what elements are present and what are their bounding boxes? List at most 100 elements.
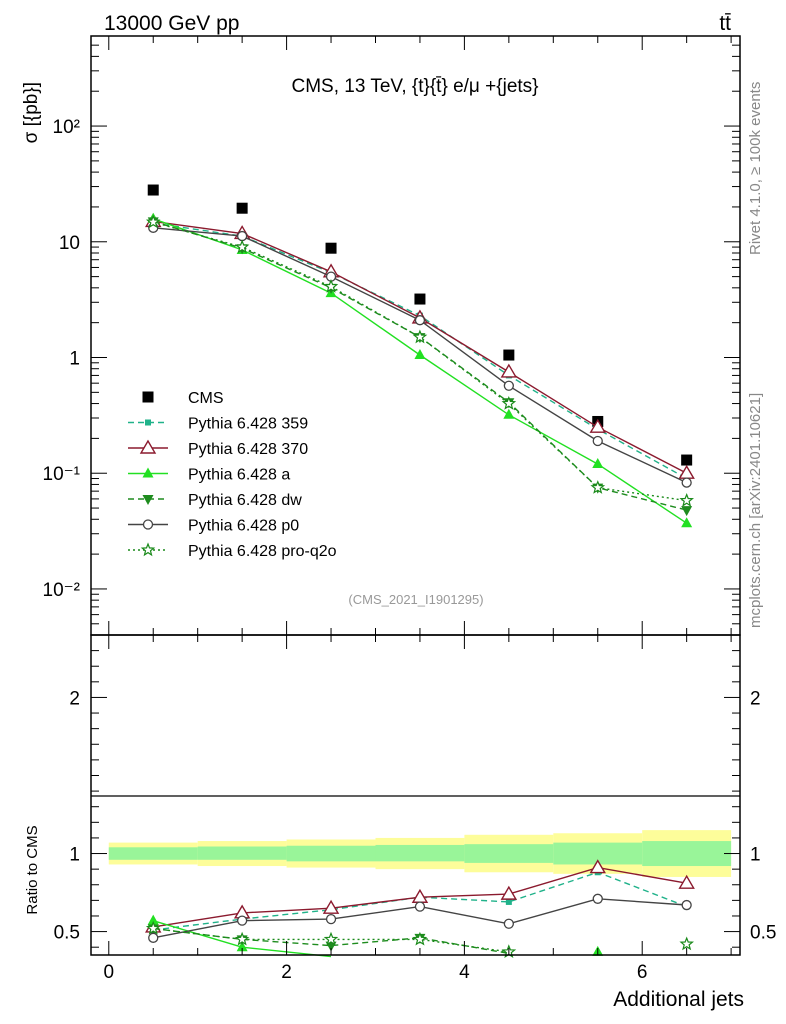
main-cms-point [236,202,248,214]
legend-pq2o-marker [140,542,156,557]
legend-p370-marker [139,439,157,454]
mcplots-label: mcplots.cern.ch [arXiv:2401.10621] [747,393,764,628]
energy-label: 13000 GeV pp [104,12,239,35]
ratio-pp0-point [592,893,603,904]
main-pp0-point [414,315,426,326]
legend-cms-marker [142,391,154,403]
legend-p359-marker [145,419,151,426]
ratio-p370-point [411,888,429,903]
main-pp0-point [592,435,603,447]
main-marks [145,184,695,528]
main-pp0-point [503,380,514,391]
legend-cms-label: CMS [188,390,224,407]
ratio-band-inner [197,846,287,860]
legend-p370-label: Pythia 6.428 370 [188,441,308,458]
main-y-label: σ [{pb}] [21,82,42,143]
main-p370-line [153,220,688,474]
ratio-pq2o-point [234,931,250,946]
ratio-band-inner [375,844,465,862]
main-cms-point [414,293,426,305]
legend-pa-label: Pythia 6.428 a [188,467,290,484]
ratio-pq2o-point [412,931,428,946]
main-panel: 10⁻² 10⁻¹ 1 10 10² CMS, 13 TeV, {t}{t̄} e/μ … [21,35,741,636]
main-p370-point [589,418,606,433]
legend-pa-marker [142,467,154,478]
legend-pdw-marker [142,495,154,505]
legend-pq2o-label: Pythia 6.428 pro-q2o [188,543,337,560]
main-cms-point [147,184,159,196]
main-cms-point [325,242,337,254]
main-pq2o-point [590,480,606,494]
ratio-pq2o-point [679,936,694,951]
main-pp0-point [236,230,248,242]
main-pp0-point [681,477,692,488]
ratio-band-inner [642,841,732,867]
ratio-marks [145,859,695,959]
main-cms-point [681,454,693,466]
ratio-pa-point [147,914,159,925]
legend: CMS Pythia 6.428 359 Pythia 6.428 370 Pythi… [128,390,337,560]
main-pa-point [414,349,426,360]
ratio-band [108,830,732,877]
x-axis-label: Additional jets [613,988,744,1011]
main-pq2o-point [234,239,250,254]
legend-pp0-marker [142,519,154,530]
main-pq2o-point [501,396,517,410]
ratio-panel: 0.5 0.5 1 1 2 2 0 2 4 6 Ratio to CMS Additional j… [24,634,776,1011]
ratio-p370-point [589,859,606,874]
ratio-y-label: Ratio to CMS [24,825,41,914]
main-title: CMS, 13 TeV, {t}{t̄} e/μ +{jets} [291,76,538,97]
ratio-y-tick-label: 2 [69,688,80,709]
main-p370-point [500,363,518,378]
main-pa-point [503,408,515,419]
x-tick-label: 6 [637,962,648,983]
ratio-pp0-point [503,918,514,929]
ratio-band-inner [553,842,643,865]
main-y-tick-label: 10² [53,117,80,138]
x-tick-label: 2 [281,962,292,983]
ratio-band-inner [464,844,554,863]
ratio-frame [90,634,741,956]
ratio-pp0-point [414,901,426,912]
ratio-band-inner [108,847,198,860]
ratio-y-tick-label-right: 0.5 [750,923,776,944]
legend-pdw-label: Pythia 6.428 dw [188,492,302,509]
main-p370-point [678,464,695,479]
main-pq2o-line [153,221,687,502]
ratio-pp0-point [236,915,248,926]
main-y-tick-label: 10 [59,233,80,254]
main-axes: 10⁻² 10⁻¹ 1 10 10² [43,35,740,636]
main-pq2o-point [145,214,161,229]
legend-p359-label: Pythia 6.428 359 [188,416,308,433]
ratio-pq2o-point [323,931,339,946]
main-pa-point [592,458,604,469]
x-tick-label: 0 [103,962,114,983]
ratio-pa-point [236,941,248,952]
analysis-watermark: (CMS_2021_I1901295) [348,592,483,607]
ratio-axes: 0.5 0.5 1 1 2 2 0 2 4 6 [54,635,776,983]
x-tick-label: 4 [459,962,470,983]
ratio-y-tick-label-right: 2 [750,688,761,709]
ratio-pq2o-point [145,920,161,935]
main-cms-point [503,349,515,361]
ratio-p370-point [322,899,340,914]
main-pdw-point [681,506,693,517]
legend-pp0-label: Pythia 6.428 p0 [188,518,299,535]
ratio-y-tick-label: 1 [69,845,80,866]
main-y-tick-label: 10⁻² [43,580,81,601]
main-y-tick-label: 10⁻¹ [43,464,81,485]
ratio-band-inner [286,845,376,862]
ratio-y-tick-label-right: 1 [750,845,761,866]
ratio-pp0-point [325,913,337,925]
process-label: tt̄ [719,12,731,35]
main-y-tick-label: 1 [69,348,80,369]
ratio-p359-point [505,898,512,905]
ratio-y-tick-label: 0.5 [54,923,80,944]
ratio-pp0-point [681,899,692,911]
main-pa-point [681,517,693,528]
ratio-pp0-point [148,932,159,943]
main-pq2o-point [412,329,428,344]
ratio-p370-point [678,874,695,889]
main-pq2o-point [679,492,694,507]
